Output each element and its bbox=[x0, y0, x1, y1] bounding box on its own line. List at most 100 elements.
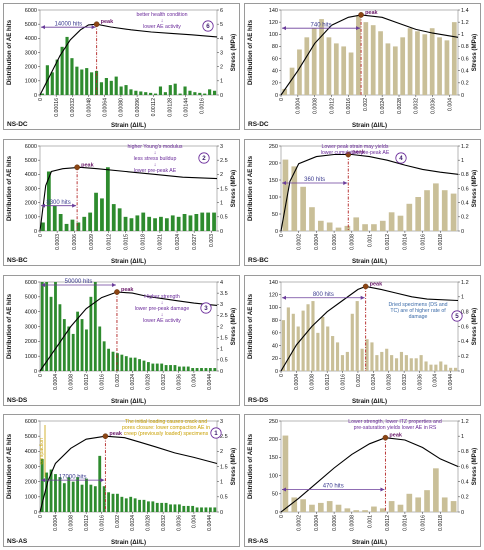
y2-axis-label: Stress (MPa) bbox=[230, 34, 237, 71]
y-tick-label: 4000 bbox=[25, 172, 37, 178]
x-tick-label: 0.0012 bbox=[84, 374, 90, 390]
y-tick-label: 100 bbox=[269, 305, 278, 311]
y2-tick-label: 0.6 bbox=[461, 464, 469, 470]
y2-axis-label: Stress (MPa) bbox=[471, 308, 478, 345]
chart-panel-ns-as: 0 1000 2000 3000 4000 5000 6000 0 0.5 1 1.5 2 2.5 3 0 0… bbox=[3, 414, 240, 547]
x-tick-label: 0.0028 bbox=[387, 374, 393, 390]
panel-title: RS-DS bbox=[248, 397, 269, 404]
bar bbox=[282, 88, 288, 95]
y-tick-label: 150 bbox=[269, 455, 278, 461]
bar bbox=[399, 351, 404, 371]
y2-tick-label: 0.4 bbox=[461, 69, 469, 75]
bar bbox=[104, 78, 108, 95]
y2-tick-label: 2 bbox=[220, 324, 223, 330]
x-tick-label: 0.0008 bbox=[350, 234, 356, 250]
x-tick-label: 0.0028 bbox=[146, 515, 152, 531]
x-tick-label: 0.002 bbox=[356, 374, 362, 387]
stress-curve bbox=[39, 291, 218, 372]
bar bbox=[146, 501, 150, 512]
bar bbox=[450, 501, 457, 512]
bar bbox=[100, 198, 104, 231]
bar bbox=[89, 296, 93, 371]
bar bbox=[124, 356, 128, 371]
bar bbox=[45, 282, 49, 371]
range-arrowhead-left bbox=[41, 25, 45, 30]
bar bbox=[116, 353, 119, 371]
x-tick-label: 0.0004 bbox=[53, 515, 59, 531]
bar bbox=[164, 502, 168, 512]
bar bbox=[164, 365, 168, 371]
bar bbox=[49, 469, 53, 512]
bar bbox=[155, 502, 159, 512]
bar bbox=[422, 34, 428, 95]
bar bbox=[49, 296, 53, 371]
peak-marker bbox=[382, 434, 389, 441]
plot-area bbox=[280, 145, 459, 232]
x-tick-label: 0.0004 bbox=[314, 234, 320, 250]
bar bbox=[300, 186, 306, 231]
bar bbox=[321, 316, 325, 371]
bar bbox=[160, 502, 164, 512]
y-tick-label: 60 bbox=[272, 56, 278, 62]
bar bbox=[111, 204, 116, 231]
y2-tick-label: 0.4 bbox=[461, 339, 469, 345]
bar bbox=[433, 183, 439, 231]
bar bbox=[62, 483, 66, 512]
bar bbox=[120, 496, 124, 512]
bar bbox=[107, 492, 111, 512]
x-tick-label: 0.004 bbox=[192, 374, 198, 387]
bar bbox=[164, 218, 169, 231]
bar bbox=[371, 506, 377, 512]
y2-tick-label: 0 bbox=[220, 93, 223, 99]
bar bbox=[93, 282, 97, 371]
bar bbox=[182, 505, 186, 512]
bar bbox=[444, 40, 450, 95]
bar bbox=[58, 214, 63, 231]
annotation-number: 5 bbox=[455, 313, 459, 320]
bar bbox=[203, 93, 207, 95]
x-axis-label: Strain (Δl/L) bbox=[111, 122, 146, 129]
annotation-number-circle bbox=[210, 427, 222, 439]
x-tick-label: 0.0012 bbox=[329, 98, 335, 114]
y2-tick-label: 0.6 bbox=[461, 324, 469, 330]
chart-svg: 0 20 40 60 80 100 120 140 0 0.2 0.4 0.6 0.8 1 1.2 1.4 0 0… bbox=[247, 8, 478, 129]
plot-area bbox=[280, 420, 459, 513]
annotation-number: 2 bbox=[202, 155, 206, 162]
panel-title: RS-DC bbox=[248, 121, 269, 128]
x-tick-label: 0.0032 bbox=[402, 374, 408, 390]
bar bbox=[133, 357, 137, 371]
range-arrowhead-right bbox=[343, 181, 348, 185]
bar bbox=[291, 166, 298, 231]
bar bbox=[345, 351, 349, 371]
y2-tick-label: 6 bbox=[220, 8, 223, 14]
y-tick-label: 0 bbox=[34, 369, 37, 375]
bar bbox=[424, 490, 430, 512]
x-tick-label: 0.0006 bbox=[332, 234, 338, 250]
bar bbox=[80, 319, 84, 371]
bar bbox=[370, 25, 376, 95]
bar bbox=[353, 217, 360, 231]
y2-tick-label: 0 bbox=[220, 229, 223, 235]
bar bbox=[94, 192, 98, 231]
y2-axis-label: Stress (MPa) bbox=[230, 170, 237, 207]
bar bbox=[67, 477, 71, 512]
stress-curve bbox=[280, 437, 459, 513]
bar bbox=[138, 499, 141, 512]
y2-tick-label: 1.5 bbox=[220, 335, 228, 341]
x-tick-label: 0.0024 bbox=[380, 98, 386, 114]
chart-svg: 0 1000 2000 3000 4000 5000 6000 0 0.5 1 1.5 2 2.5 3 3.… bbox=[6, 279, 237, 405]
bar bbox=[182, 214, 187, 231]
y2-tick-label: 1 bbox=[461, 32, 464, 38]
bar bbox=[451, 22, 457, 96]
bar bbox=[317, 220, 324, 231]
bar bbox=[168, 85, 172, 95]
bar bbox=[147, 216, 152, 231]
bar bbox=[291, 497, 298, 512]
bar bbox=[331, 336, 335, 371]
x-tick-label: 0.003 bbox=[209, 234, 215, 247]
range-arrowhead-left bbox=[282, 26, 286, 31]
x-tick-label: 0.0014 bbox=[403, 515, 409, 531]
bar bbox=[406, 493, 413, 512]
chart-panel-rs-as: 0 50 100 150 200 250 0 0.2 0.4 0.6 0.8 1 1.2 0 0.0002 0… bbox=[244, 414, 481, 547]
x-tick-label: 0.0016 bbox=[340, 374, 346, 390]
